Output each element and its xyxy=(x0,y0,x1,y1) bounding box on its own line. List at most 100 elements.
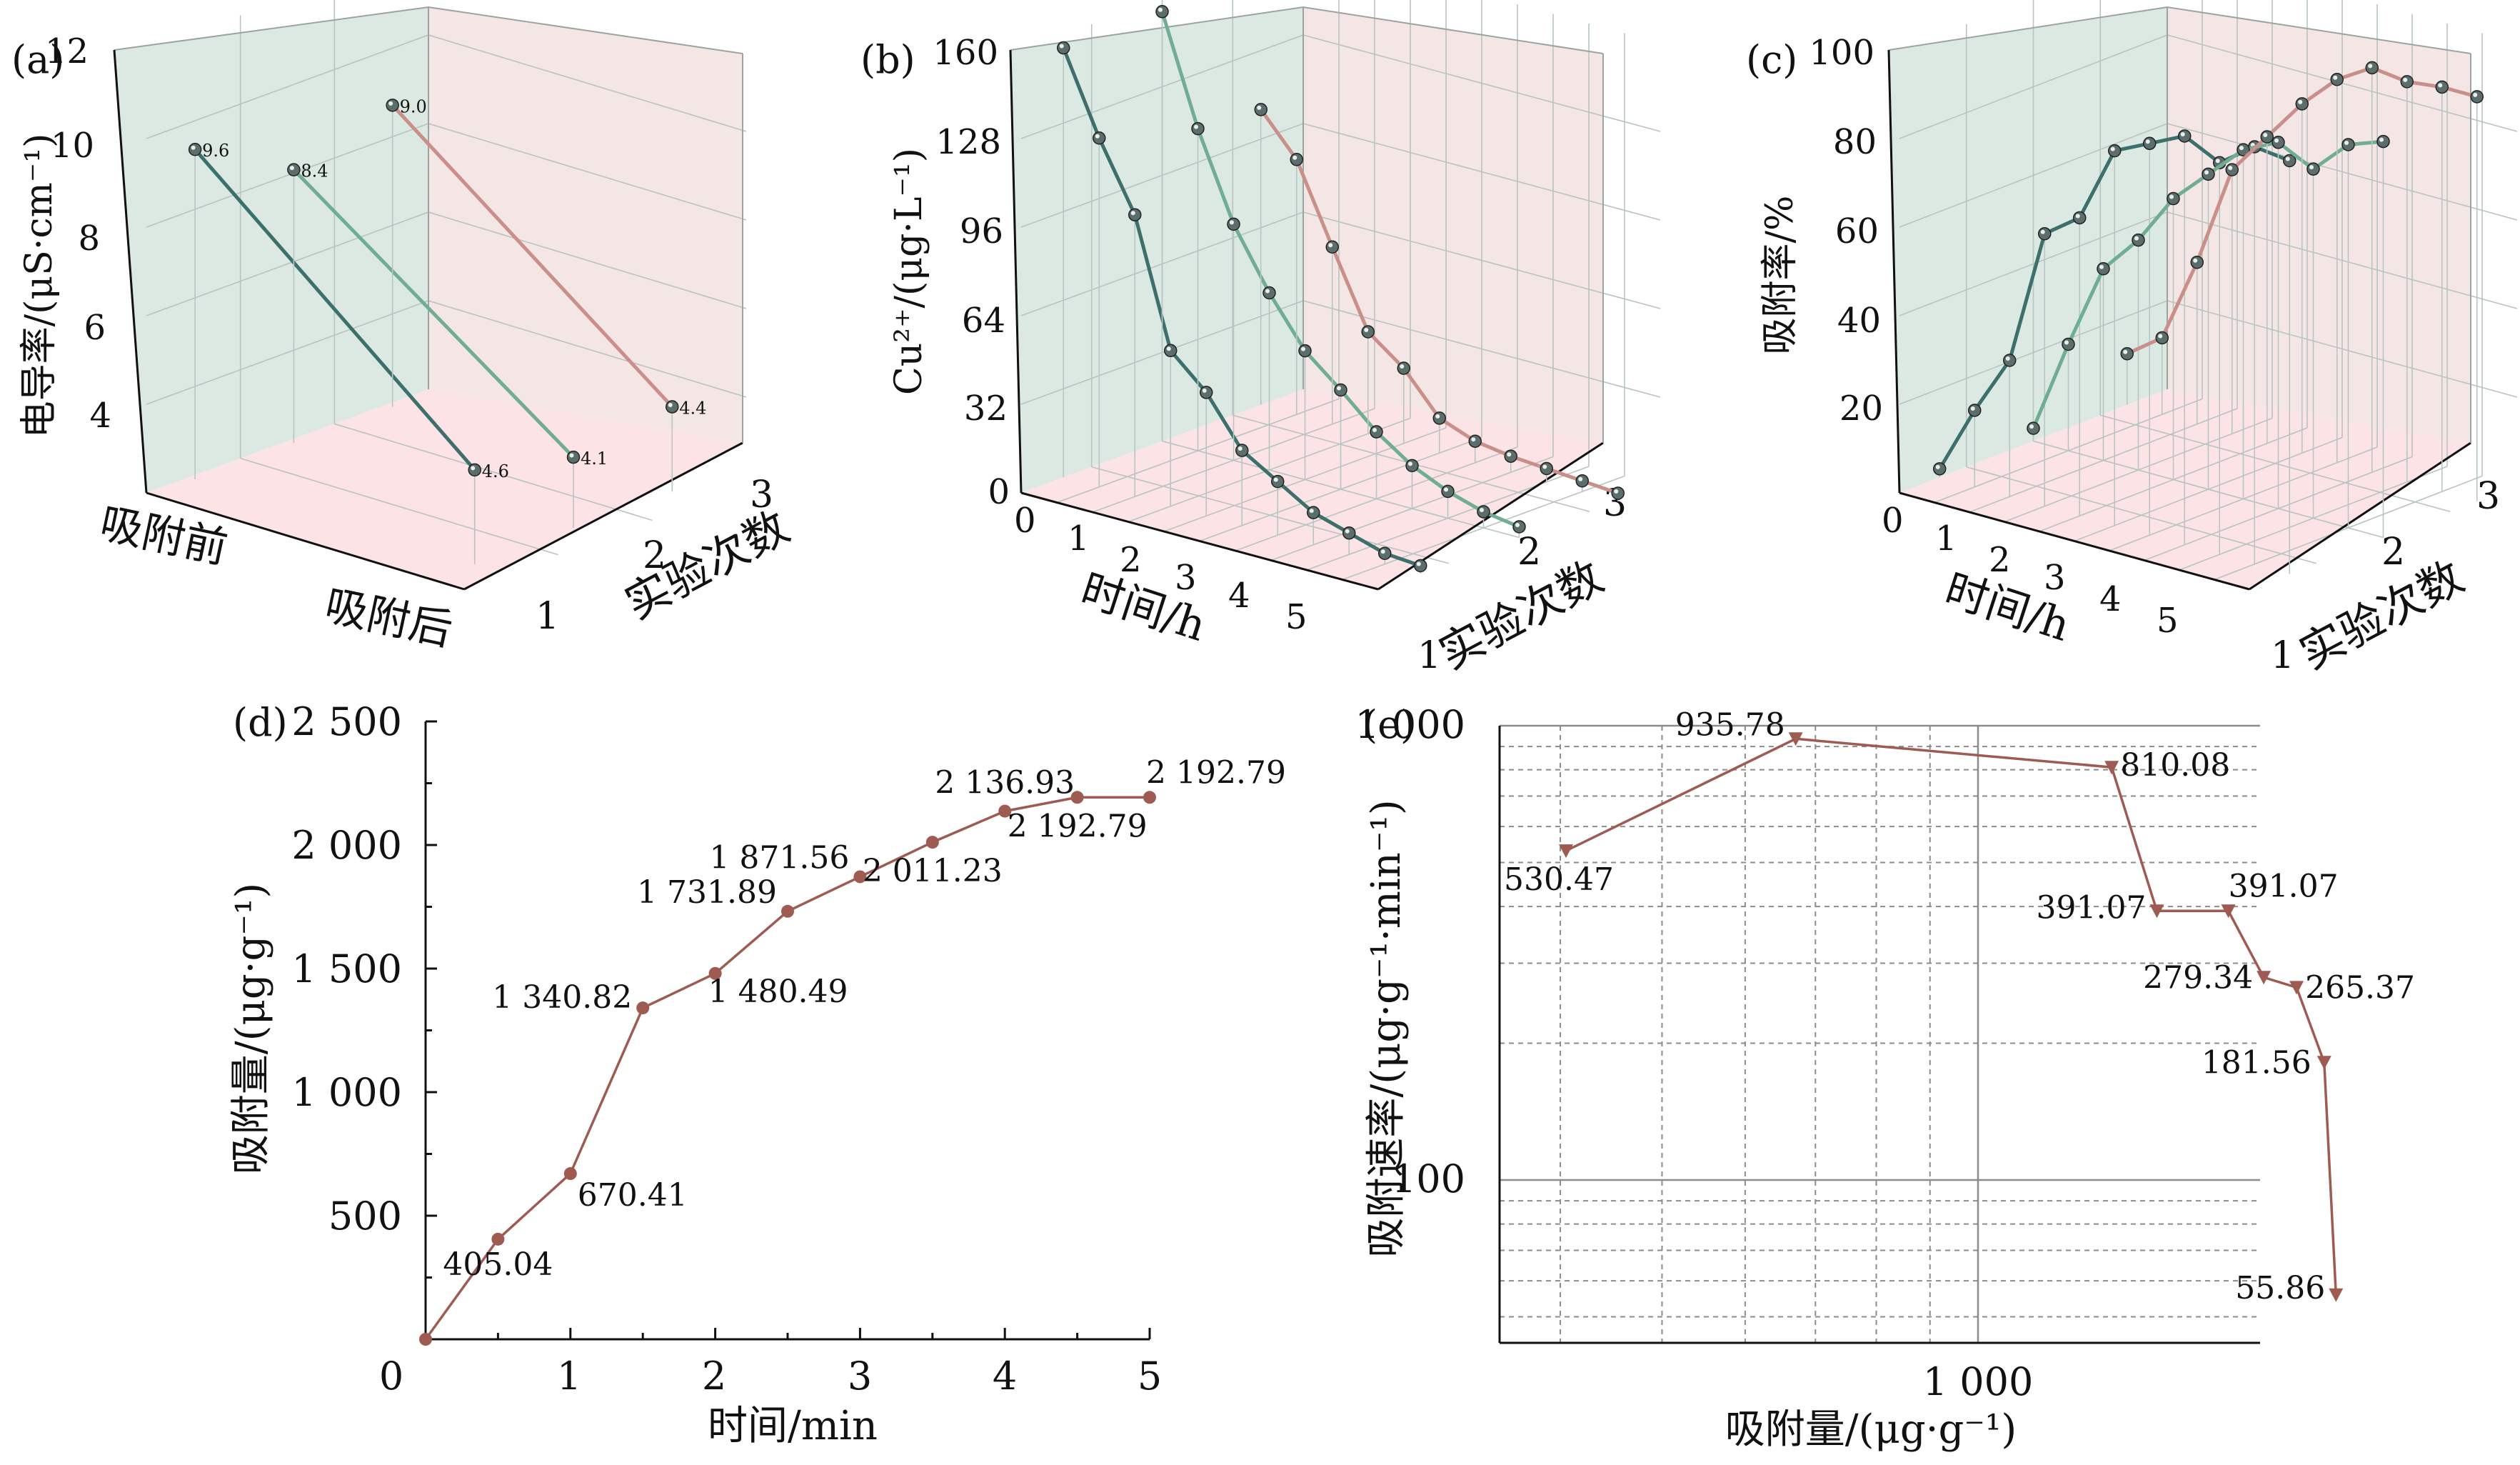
x-tick-e-1000: 1 000 xyxy=(1923,1359,2034,1404)
y-tick-d-1500: 1 500 xyxy=(291,946,402,991)
floor-a xyxy=(146,389,743,589)
marker-c-s3-5 xyxy=(2295,97,2309,111)
marker-c-s3-2 xyxy=(2190,255,2204,269)
data-label-a-s2-1: 4.1 xyxy=(581,449,608,469)
back-wall-right xyxy=(428,7,743,443)
y-tick-e-1000: 1 000 xyxy=(1355,702,1465,747)
marker-highlight-b-s3-4 xyxy=(1400,364,1405,369)
marker-a-s3-1 xyxy=(666,400,679,414)
marker-c-s3-3 xyxy=(2225,163,2239,176)
depth-tick-b-1: 1 xyxy=(1417,634,1441,677)
panel-label-c: (c) xyxy=(1746,37,1797,82)
marker-highlight-c-s2-4 xyxy=(2169,194,2174,199)
data-label-e-4: 391.07 xyxy=(2229,868,2339,904)
marker-highlight-c-s3-3 xyxy=(2228,166,2233,171)
series-group-b xyxy=(1057,5,1625,574)
y-tick-b-32: 32 xyxy=(964,389,1008,429)
marker-d-4 xyxy=(708,966,722,980)
marker-highlight-a-s2-0 xyxy=(289,166,294,171)
data-label-d-5: 1 731.89 xyxy=(637,874,777,911)
x-tick-c-1: 1 xyxy=(1935,519,1957,559)
depth-axis-a xyxy=(463,441,743,591)
panel-e: (e) 1 000 100 1 000 吸附量/(μg·g⁻¹) 吸附速率/(μ… xyxy=(1355,702,2415,1453)
marker-highlight-b-s1-5 xyxy=(1238,446,1243,451)
marker-e-7 xyxy=(2316,1056,2331,1070)
marker-highlight-c-s3-2 xyxy=(2193,258,2198,263)
y-tick-a-8: 8 xyxy=(78,219,100,259)
panel-c: (c) 100 80 60 40 20 吸附率/% 0 1 2 3 4 5 时间… xyxy=(1746,0,2518,679)
marker-highlight-c-s1-10 xyxy=(2285,156,2290,161)
series-group-a: 9.6 4.6 8.4 4.1 9.0 4.4 xyxy=(188,96,706,564)
x-tick-c-0: 0 xyxy=(1882,501,1904,541)
y-axis-label-b: Cu²⁺/(μg·L⁻¹) xyxy=(888,148,930,395)
marker-highlight-b-s2-0 xyxy=(1158,7,1163,12)
panel-label-b: (b) xyxy=(860,37,915,82)
marker-highlight-b-s1-2 xyxy=(1130,211,1135,216)
marker-c-s3-10 xyxy=(2470,90,2484,104)
marker-e-0 xyxy=(1559,844,1573,859)
marker-highlight-c-s3-1 xyxy=(2158,334,2163,339)
marker-highlight-b-s3-2 xyxy=(1328,243,1333,248)
data-label-e-8: 55.86 xyxy=(2235,1270,2325,1306)
panel-a: (a) 12 10 8 6 4 电导率/(μS·cm⁻¹) 吸附前 吸附后 1 … xyxy=(11,0,798,656)
y-tick-c-60: 60 xyxy=(1835,211,1879,251)
x-tick-d-4: 4 xyxy=(993,1354,1017,1399)
panel-label-d: (d) xyxy=(233,700,288,745)
marker-highlight-c-s2-6 xyxy=(2239,146,2244,151)
marker-b-s2-5 xyxy=(1334,383,1347,397)
marker-highlight-a-s3-0 xyxy=(388,101,393,106)
marker-b-s1-6 xyxy=(1271,474,1285,489)
marker-c-s2-10 xyxy=(2376,134,2390,149)
data-label-d-6: 1 871.56 xyxy=(709,839,849,876)
marker-c-s3-6 xyxy=(2330,72,2344,86)
marker-highlight-b-s2-4 xyxy=(1301,346,1305,351)
marker-highlight-c-s1-5 xyxy=(2110,146,2115,151)
y-tick-c-20: 20 xyxy=(1839,389,1883,429)
grid-line-b-floord1 xyxy=(1091,466,1449,564)
marker-highlight-c-s1-2 xyxy=(2005,356,2010,361)
x-tick-c-2: 2 xyxy=(1989,540,2011,580)
marker-d-8 xyxy=(998,804,1012,818)
data-label-a-s3-1: 4.4 xyxy=(679,399,706,419)
marker-b-s3-5 xyxy=(1432,411,1446,425)
y-tick-a-12: 12 xyxy=(45,31,89,71)
marker-highlight-c-s3-7 xyxy=(2368,64,2373,69)
series-group-e: 530.47 935.78 810.08 391.07 391.07 279.34 265.… xyxy=(1504,706,2415,1306)
marker-highlight-c-s3-10 xyxy=(2473,92,2478,97)
grid-line-a-floord2 xyxy=(334,423,653,521)
y-axis-label-c: 吸附率/% xyxy=(1759,196,1802,355)
marker-highlight-c-s2-3 xyxy=(2134,236,2139,241)
marker-highlight-b-s1-9 xyxy=(1380,549,1385,554)
depth-tick-a-1: 1 xyxy=(536,595,559,638)
marker-c-s2-2 xyxy=(2097,261,2110,276)
marker-highlight-b-s2-6 xyxy=(1372,428,1377,433)
marker-highlight-b-s1-0 xyxy=(1059,44,1064,49)
x-category-after: 吸附后 xyxy=(321,580,457,656)
marker-c-s2-5 xyxy=(2202,167,2215,181)
marker-c-s1-3 xyxy=(2038,226,2052,241)
marker-d-10 xyxy=(1143,791,1156,804)
data-label-d-10: 2 192.79 xyxy=(1146,754,1286,791)
marker-highlight-b-s1-1 xyxy=(1095,134,1100,139)
marker-c-s1-5 xyxy=(2108,144,2122,158)
marker-highlight-c-s1-4 xyxy=(2075,214,2080,219)
marker-b-s1-1 xyxy=(1093,131,1106,145)
marker-highlight-b-s2-5 xyxy=(1337,386,1341,391)
back-wall-left-b xyxy=(1010,7,1303,493)
marker-highlight-c-s3-0 xyxy=(2123,349,2128,354)
marker-highlight-c-s3-5 xyxy=(2298,99,2303,104)
series-line-e xyxy=(1565,737,2338,1295)
x-tick-b-2: 2 xyxy=(1120,540,1142,580)
marker-b-s1-7 xyxy=(1307,506,1320,519)
marker-d-5 xyxy=(781,904,794,918)
data-label-d-8: 2 136.93 xyxy=(935,765,1075,801)
marker-highlight-b-s3-8 xyxy=(1542,464,1547,469)
marker-b-s3-6 xyxy=(1468,434,1482,448)
marker-highlight-b-s2-2 xyxy=(1230,220,1234,225)
x-tick-b-0: 0 xyxy=(1014,501,1036,541)
marker-b-s2-8 xyxy=(1441,484,1455,499)
marker-a-s1-0 xyxy=(188,142,202,156)
marker-b-s1-3 xyxy=(1164,344,1178,358)
marker-highlight-a-s3-1 xyxy=(668,403,673,408)
marker-highlight-b-s3-10 xyxy=(1614,489,1619,494)
